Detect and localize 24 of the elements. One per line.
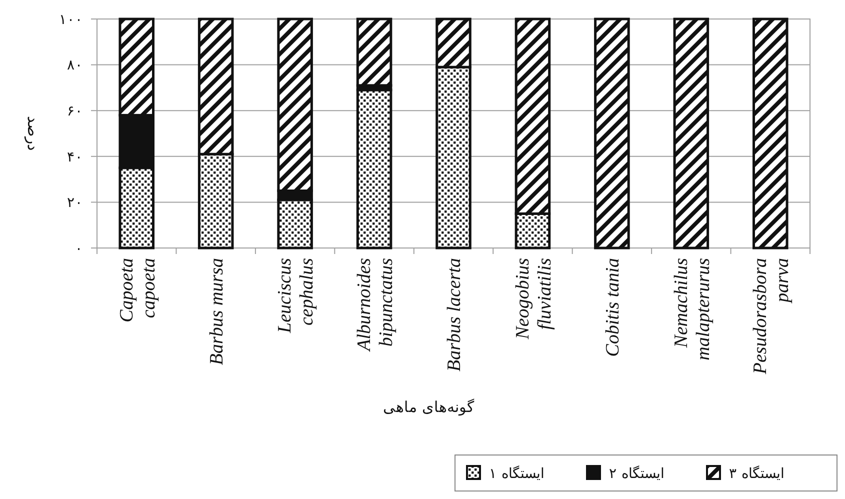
x-tick-label: Cobitis tania — [602, 258, 624, 357]
x-axis-title: گونه‌های ماهی — [383, 398, 475, 416]
bar — [594, 18, 630, 250]
x-tick-label: Capoeta capoeta — [116, 258, 160, 322]
bar — [673, 18, 710, 250]
x-tick-label: Nemachilus malapterurus — [670, 258, 714, 360]
legend-label: ایستگاه ۲ — [609, 464, 664, 482]
x-tick-label: Neogobius fluviatilis — [512, 258, 556, 340]
x-tick-label: Barbus mursa — [206, 258, 228, 366]
x-tick-label: Pesudorasbora parva — [750, 258, 794, 376]
legend-label: ایستگاه ۱ — [489, 464, 544, 482]
y-tick-label: ۴۰ — [67, 149, 83, 166]
y-tick-label: ۰ — [75, 240, 83, 257]
y-tick-label: ۲۰ — [67, 195, 83, 212]
bar — [356, 18, 392, 87]
y-axis-title: درصد — [24, 116, 42, 151]
x-tick-label: Barbus lacerta — [444, 258, 466, 372]
y-tick-label: ۶۰ — [67, 104, 83, 120]
bar — [356, 88, 392, 250]
x-tick-label: Leuciscus cephalus — [274, 258, 318, 334]
legend-label: ایستگاه ۳ — [729, 464, 784, 482]
y-tick-label: ۱۰۰ — [59, 12, 83, 28]
bar — [752, 18, 788, 250]
y-tick-label: ۸۰ — [67, 58, 83, 74]
